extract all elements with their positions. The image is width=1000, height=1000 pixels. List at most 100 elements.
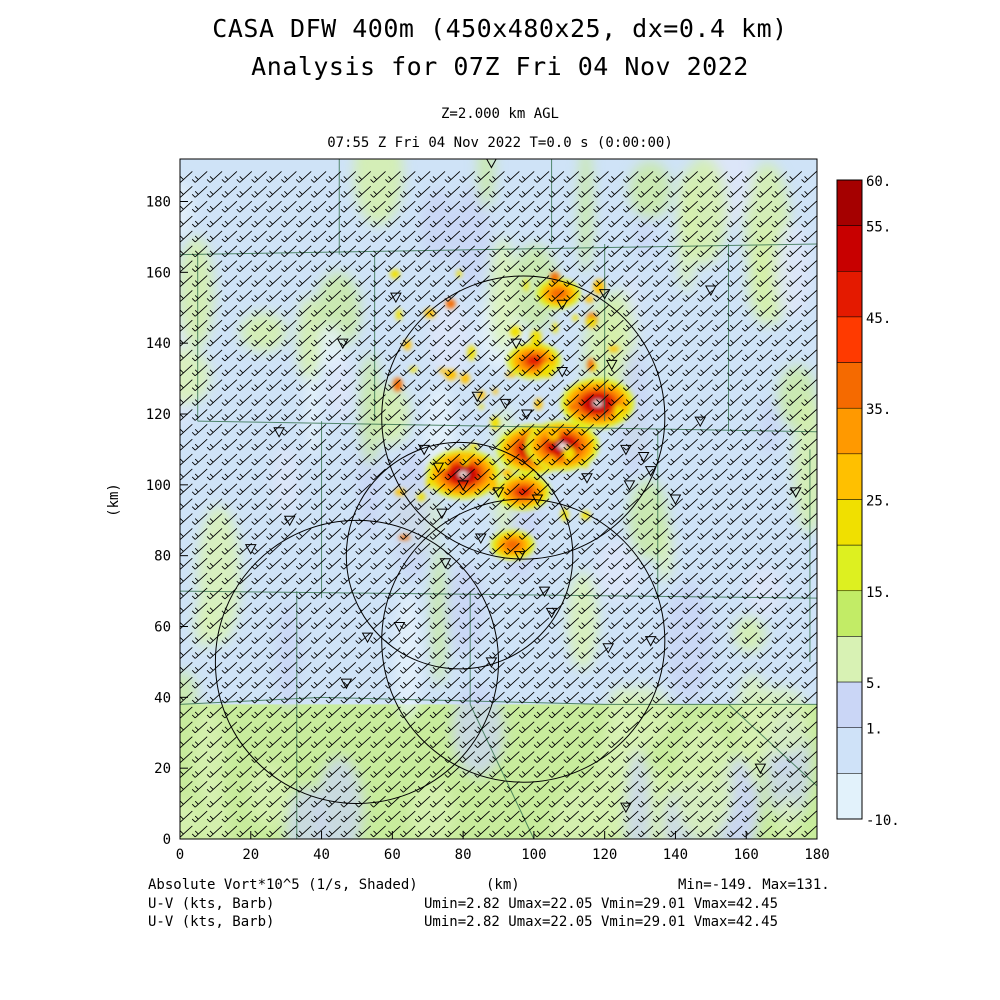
wind-barb (414, 498, 431, 510)
wind-barb (206, 319, 223, 332)
wind-barb (325, 304, 342, 317)
wind-barb (726, 602, 743, 615)
wind-barb (726, 780, 743, 793)
wind-barb (370, 260, 386, 272)
wind-barb (251, 572, 267, 585)
wind-barb (786, 379, 803, 391)
wind-barb (399, 453, 416, 466)
wind-barb (593, 825, 609, 838)
wind-barb (489, 468, 505, 481)
wind-barb (622, 736, 639, 748)
wind-barb (489, 409, 505, 421)
wind-barb (682, 795, 698, 808)
wind-barb (295, 185, 312, 198)
wind-barb (474, 334, 490, 347)
wind-barb (281, 260, 297, 272)
wind-barb (503, 275, 520, 287)
wind-barb (489, 691, 505, 704)
wind-barb (801, 290, 817, 302)
wind-barb (682, 572, 698, 585)
wind-barb (503, 304, 520, 317)
wind-barb (489, 795, 505, 808)
wind-barb (414, 810, 431, 823)
wind-barb (221, 780, 238, 793)
wind-barb (310, 676, 327, 689)
wind-barb (340, 319, 357, 332)
wind-barb (310, 483, 327, 496)
wind-barb (756, 632, 773, 644)
wind-barb (637, 676, 654, 689)
wind-barb (563, 632, 580, 644)
wind-barb (236, 438, 253, 451)
wind-barb (355, 349, 371, 362)
wind-barb (281, 483, 297, 496)
wind-barb (563, 394, 580, 406)
wind-barb (637, 379, 654, 391)
wind-barb (786, 260, 803, 272)
wind-barb (474, 275, 490, 287)
wind-barb (355, 795, 371, 808)
wind-barb (667, 632, 684, 644)
wind-barb (503, 617, 520, 629)
wind-barb (548, 334, 565, 347)
wind-barb (622, 275, 639, 287)
wind-barb (429, 215, 446, 228)
wind-barb (191, 676, 208, 689)
wind-barb (385, 290, 401, 302)
wind-barb (459, 795, 476, 808)
wind-barb (771, 438, 788, 451)
wind-barb (489, 721, 505, 734)
wind-barb (697, 304, 713, 317)
wind-barb (771, 676, 788, 689)
radar-site-marker (644, 466, 657, 477)
wind-barb (548, 319, 565, 332)
wind-barb (741, 290, 758, 302)
wind-barb (206, 483, 223, 496)
wind-barb (637, 304, 654, 317)
x-tick-label: 40 (313, 847, 330, 863)
wind-barb (578, 438, 594, 451)
wind-barb (771, 780, 788, 793)
wind-barb (712, 528, 728, 540)
y-tick-label: 160 (146, 265, 171, 281)
wind-barb (399, 423, 416, 436)
wind-barb (637, 230, 654, 243)
wind-barb (667, 245, 684, 258)
wind-barb (399, 810, 416, 823)
wind-barb (399, 542, 416, 555)
wind-barb (697, 230, 713, 243)
wind-barb (295, 379, 312, 391)
wind-barb (355, 721, 371, 734)
wind-barb (489, 766, 505, 778)
wind-barb (801, 260, 817, 272)
wind-barb (503, 766, 520, 778)
wind-barb (236, 275, 253, 287)
wind-barb (251, 587, 267, 600)
wind-barb (459, 394, 476, 406)
wind-barb (325, 706, 342, 719)
wind-barb (578, 319, 594, 332)
wind-barb (726, 409, 743, 421)
wind-barb (180, 810, 193, 823)
wind-barb (236, 617, 253, 629)
wind-barb (756, 825, 773, 838)
wind-barb (281, 394, 297, 406)
wind-barb (667, 528, 684, 540)
wind-barb (563, 602, 580, 615)
wind-barb (459, 766, 476, 778)
wind-barb (712, 602, 728, 615)
wind-barb (548, 304, 565, 317)
wind-barb (786, 661, 803, 674)
wind-barb (295, 825, 312, 838)
wind-barb (712, 438, 728, 451)
range-ring (214, 519, 500, 804)
wind-barb (741, 453, 758, 466)
wind-barb (563, 379, 580, 391)
wind-barb (756, 557, 773, 570)
field-patch (625, 749, 652, 839)
wind-barb (251, 557, 267, 570)
wind-barb (682, 171, 698, 183)
wind-barb (578, 334, 594, 347)
wind-barb (578, 691, 594, 704)
wind-barb (548, 215, 565, 228)
